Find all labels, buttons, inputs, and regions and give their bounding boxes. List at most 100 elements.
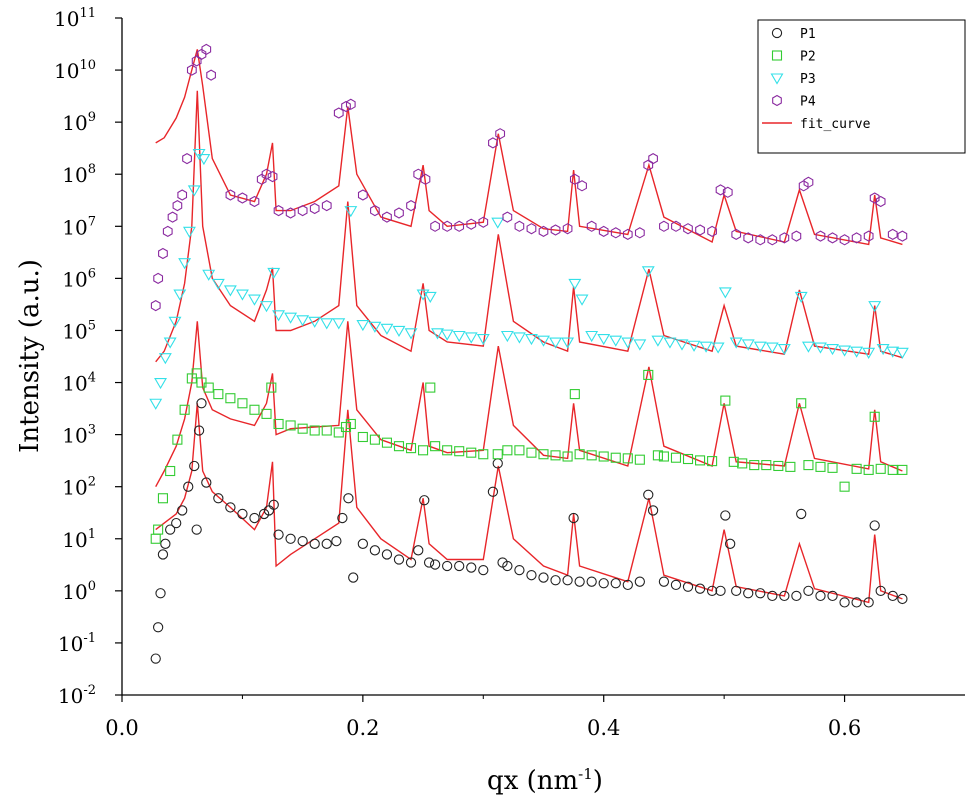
point-P1	[466, 562, 477, 573]
point-P3	[633, 339, 647, 351]
point-P3	[464, 332, 478, 344]
point-P4	[285, 207, 296, 219]
series-P3	[149, 148, 909, 410]
point-P3	[202, 269, 216, 281]
point-P3	[663, 337, 677, 349]
point-P3	[801, 341, 815, 353]
point-P2	[785, 461, 796, 472]
point-P2	[225, 393, 236, 404]
point-P2	[150, 533, 161, 544]
point-P1	[863, 597, 874, 608]
x-tick-label: 0.6	[828, 716, 861, 740]
legend-item-P1: P1	[771, 27, 816, 42]
point-P2	[273, 418, 284, 430]
point-P3	[651, 335, 665, 347]
point-P3	[380, 323, 394, 335]
point-P4	[887, 228, 898, 241]
x-tick-label: 0.4	[587, 716, 620, 740]
point-P4	[406, 199, 416, 212]
point-P1	[393, 554, 405, 565]
point-P2	[562, 451, 573, 462]
y-tick-exponent: 11	[79, 6, 96, 21]
point-P1	[196, 398, 207, 409]
point-P4	[863, 230, 874, 242]
point-P2	[357, 431, 368, 443]
point-P1	[357, 538, 369, 549]
point-P2	[803, 460, 814, 471]
fit-P4-line	[155, 49, 903, 246]
point-P1	[779, 590, 790, 602]
legend-marker-P3	[770, 73, 784, 85]
point-P1	[381, 549, 393, 560]
y-tick-base: 10	[62, 528, 87, 552]
point-P4	[478, 216, 489, 228]
point-P1	[647, 505, 659, 516]
y-tick-label: 104	[62, 371, 96, 396]
y-tick-base: 10	[62, 424, 87, 448]
point-P1	[273, 529, 284, 540]
point-P1	[171, 517, 182, 529]
point-P2	[442, 445, 453, 456]
point-P2	[249, 404, 260, 415]
point-P4	[869, 192, 880, 204]
point-P3	[641, 266, 655, 278]
point-P3	[794, 291, 808, 304]
point-P3	[741, 339, 755, 351]
y-tick-exponent: -1	[83, 631, 96, 646]
point-P4	[420, 173, 431, 185]
point-P2	[157, 493, 168, 504]
y-tick-base: 10	[58, 632, 83, 656]
point-P1	[869, 520, 880, 531]
point-P1	[658, 576, 670, 587]
point-P4	[839, 234, 850, 246]
point-P2	[737, 458, 748, 469]
point-P1	[682, 581, 694, 592]
y-tick-exponent: 7	[88, 214, 96, 229]
point-P4	[357, 189, 368, 201]
x-tick-label: 0.0	[105, 716, 138, 740]
point-P4	[798, 180, 809, 192]
point-P1	[189, 460, 200, 472]
point-P4	[333, 107, 344, 119]
point-P4	[577, 180, 587, 192]
fit-P2-line	[155, 321, 903, 488]
point-P1	[337, 512, 348, 524]
point-P1	[155, 588, 166, 599]
y-tick-exponent: 1	[88, 527, 96, 542]
point-P4	[256, 173, 267, 185]
point-P4	[851, 232, 862, 244]
point-P4	[586, 220, 597, 232]
point-P4	[755, 234, 766, 246]
point-P4	[382, 211, 392, 223]
point-P3	[267, 267, 281, 280]
point-P4	[249, 195, 260, 208]
y-tick-exponent: 3	[88, 423, 96, 438]
point-P2	[574, 449, 585, 460]
point-P3	[149, 398, 163, 410]
point-P4	[715, 184, 726, 196]
point-P2	[586, 450, 597, 461]
point-P1	[791, 590, 802, 602]
point-P2	[369, 434, 380, 445]
point-P4	[622, 228, 633, 241]
point-P4	[341, 100, 351, 113]
point-P4	[815, 230, 826, 242]
point-P2	[393, 441, 405, 452]
point-P4	[191, 55, 202, 67]
x-axis-label-close: )	[593, 766, 603, 796]
point-P2	[466, 447, 477, 458]
point-P1	[725, 538, 736, 549]
point-P2	[514, 445, 525, 456]
y-tick-label: 1010	[54, 58, 96, 83]
point-P4	[297, 204, 308, 217]
y-tick-label: 10-2	[58, 683, 96, 708]
point-P1	[423, 557, 435, 568]
point-P2	[749, 460, 760, 471]
point-P4	[779, 232, 790, 244]
point-P3	[826, 343, 839, 356]
point-P1	[670, 579, 682, 591]
point-P1	[225, 502, 236, 513]
point-P4	[526, 223, 537, 235]
point-P3	[431, 328, 444, 340]
